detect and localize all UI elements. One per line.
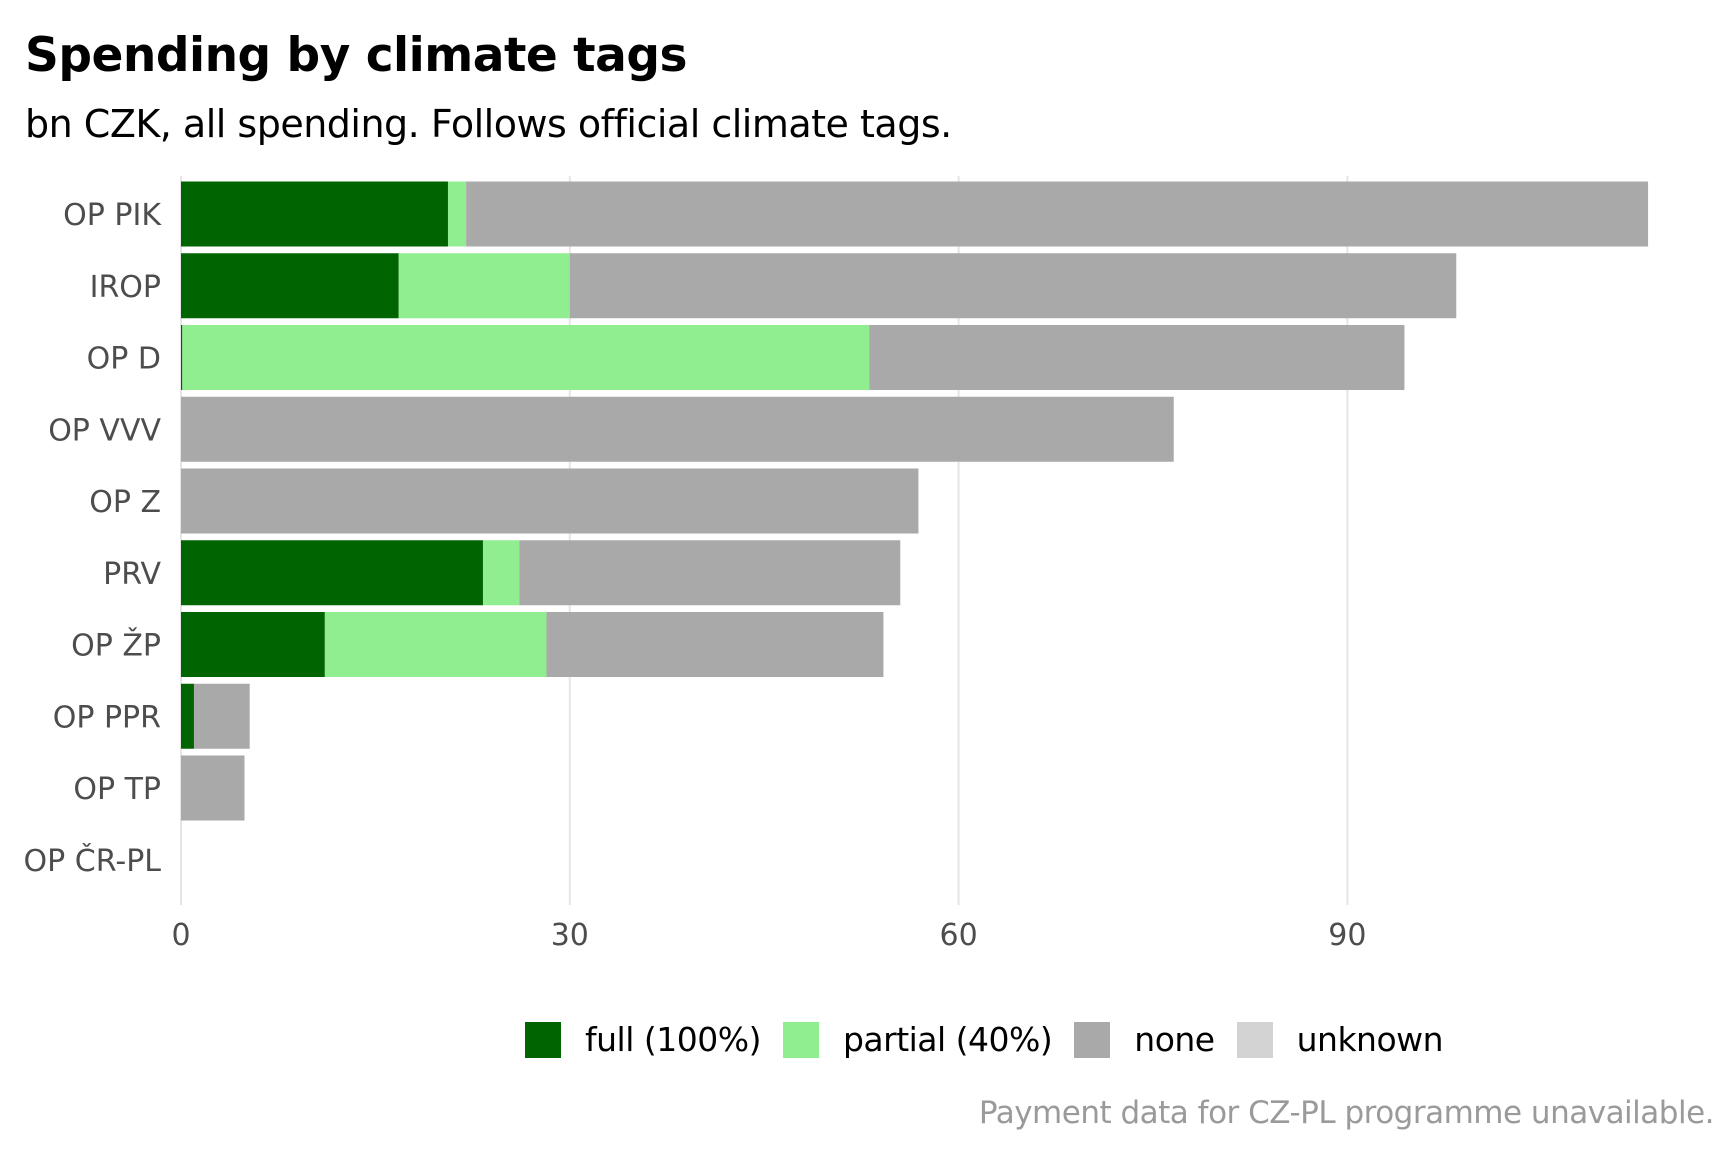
bar-segment (398, 253, 570, 319)
legend-item-full: full (100%) (525, 1020, 761, 1059)
bar-segment (482, 540, 520, 606)
bars (181, 181, 1649, 821)
y-category-label: PRV (103, 557, 161, 592)
bar-segment (569, 253, 1457, 319)
legend-swatch-none (1074, 1021, 1111, 1058)
x-tick-label: 60 (940, 918, 978, 953)
x-tick-label: 30 (551, 918, 589, 953)
bar-segment (869, 325, 1405, 390)
bar-chart: OP PIK IROP OP D OP VVV OP Z PRV OP ŽP OP PPR OP… (24, 176, 1649, 953)
x-axis-labels: 0 30 60 90 (171, 918, 1366, 953)
legend-item-unknown: unknown (1236, 1020, 1444, 1059)
y-axis-labels: OP PIK IROP OP D OP VVV OP Z PRV OP ŽP OP PPR OP… (24, 198, 163, 879)
y-category-label: OP PIK (63, 198, 162, 233)
legend-label-none: none (1134, 1020, 1215, 1059)
legend-item-none: none (1074, 1020, 1215, 1059)
chart-title: Spending by climate tags (25, 28, 687, 83)
y-category-label: OP ČR-PL (24, 842, 162, 879)
y-category-label: OP D (87, 342, 161, 377)
chart-subtitle: bn CZK, all spending. Follows official c… (25, 102, 952, 146)
x-tick-label: 90 (1328, 918, 1366, 953)
chart-caption: Payment data for CZ-PL programme unavail… (978, 1095, 1715, 1131)
legend-swatch-unknown (1236, 1021, 1273, 1058)
legend: full (100%) partial (40%) none unknown (525, 1020, 1465, 1059)
bar-segment (182, 325, 870, 390)
bar-segment (181, 468, 919, 534)
bar-segment (193, 683, 250, 749)
bar-segment (519, 540, 901, 606)
y-category-label: OP VVV (48, 413, 161, 448)
bar-segment (181, 181, 448, 247)
bar-segment (181, 540, 483, 606)
bar-segment (447, 181, 467, 247)
legend-label-full: full (100%) (585, 1020, 761, 1059)
x-tick-label: 0 (171, 918, 190, 953)
bar-segment (181, 612, 325, 677)
legend-swatch-partial (782, 1021, 819, 1058)
bar-segment (181, 755, 245, 821)
bar-segment (181, 683, 194, 749)
y-category-label: OP TP (73, 772, 161, 807)
bar-segment (181, 253, 399, 319)
legend-item-partial: partial (40%) (782, 1020, 1053, 1059)
y-category-label: OP ŽP (71, 628, 161, 664)
legend-label-unknown: unknown (1296, 1020, 1444, 1059)
y-category-label: OP Z (89, 485, 161, 520)
bar-segment (466, 181, 1649, 247)
bar-segment (181, 325, 183, 390)
bar-segment (324, 612, 547, 677)
bar-segment (181, 396, 1174, 462)
y-category-label: IROP (90, 270, 161, 305)
bar-segment (546, 612, 884, 677)
legend-label-partial: partial (40%) (842, 1020, 1053, 1059)
legend-swatch-full (525, 1021, 561, 1058)
y-category-label: OP PPR (53, 700, 161, 735)
